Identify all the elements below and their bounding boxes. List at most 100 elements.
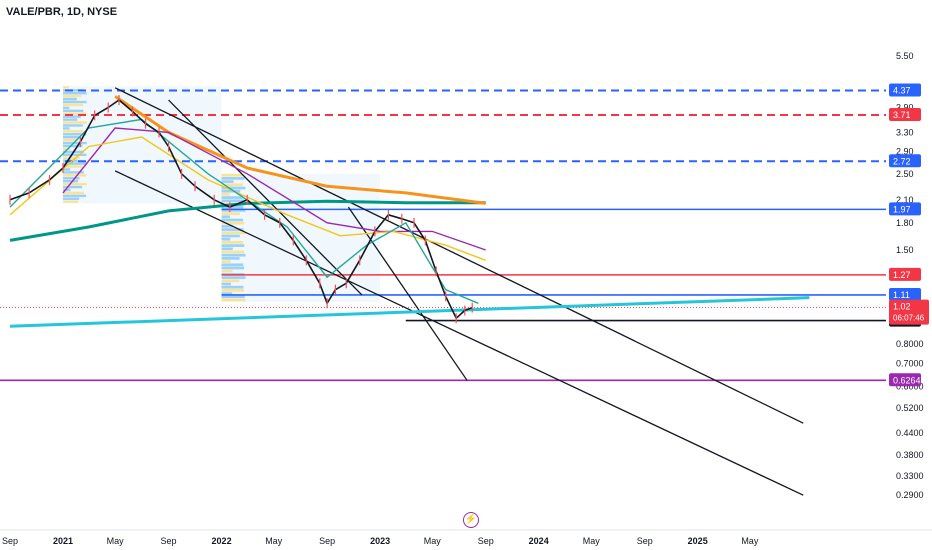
level-price-tag — [889, 83, 921, 97]
volume-profile-bar — [63, 162, 87, 165]
volume-profile-bar — [221, 298, 246, 302]
trendline[interactable] — [114, 170, 804, 496]
volume-profile-bar — [63, 177, 80, 180]
x-axis-tick-label: Sep — [478, 536, 494, 546]
volume-profile-bar — [63, 133, 87, 136]
volume-profile-bar — [221, 231, 246, 235]
y-axis-tick-label: 2.90 — [896, 147, 914, 157]
volume-profile-bar — [63, 97, 77, 101]
volume-profile-bar — [221, 250, 245, 254]
volume-profile-bar — [221, 205, 244, 209]
volume-profile-bar — [221, 244, 245, 247]
y-axis-tick-label: 0.8000 — [896, 339, 924, 349]
volume-profile-bar — [63, 89, 84, 92]
level-price-tag — [889, 373, 921, 387]
volume-profile-bar — [63, 106, 70, 110]
y-axis-tick-label: 0.2900 — [896, 490, 924, 500]
volume-profile-bar — [221, 234, 240, 238]
x-axis-tick-label: 2021 — [53, 536, 73, 546]
x-axis-tick-label: Sep — [2, 536, 18, 546]
trendline[interactable] — [114, 87, 804, 424]
volume-profile-bar — [221, 282, 231, 286]
level-price-tag — [889, 202, 921, 216]
level-price-tag — [889, 154, 921, 168]
x-axis-tick-label: May — [107, 536, 125, 546]
moving-average-line — [114, 95, 486, 205]
current-price-label: 1.02 — [893, 302, 911, 312]
volume-profile-box — [221, 173, 381, 302]
volume-profile-bar — [221, 289, 245, 292]
x-axis-tick-label: 2025 — [688, 536, 708, 546]
level-price-label: 0.6264 — [893, 375, 921, 385]
volume-profile-bar — [221, 183, 243, 187]
volume-profile-bar — [221, 212, 241, 215]
volume-profile-bar — [63, 185, 83, 189]
volume-profile-bar — [221, 285, 244, 289]
volume-profile-bar — [63, 112, 87, 115]
y-axis-tick-label: 1.80 — [896, 218, 914, 228]
trendline[interactable] — [168, 99, 363, 296]
volume-profile-bar — [221, 279, 240, 283]
volume-profile-bar — [63, 86, 69, 89]
volume-profile-bar — [221, 215, 230, 219]
volume-profile-bar — [221, 209, 246, 212]
volume-profile-bar — [63, 147, 70, 151]
volume-profile-bar — [221, 295, 245, 299]
level-price-tag — [889, 267, 921, 281]
volume-profile-bar — [221, 237, 231, 241]
volume-profile-bar — [221, 199, 245, 203]
volume-profile-bar — [63, 92, 87, 95]
volume-profile-bar — [221, 177, 245, 180]
y-axis-tick-label: 0.3800 — [896, 450, 924, 460]
x-axis-tick-label: 2022 — [212, 536, 232, 546]
volume-profile-bar — [221, 257, 240, 260]
y-axis-tick-label: 0.5200 — [896, 403, 924, 413]
y-axis-tick-label: 3.90 — [896, 102, 914, 112]
level-price-label: 4.37 — [893, 86, 911, 96]
volume-profile-bar — [221, 221, 245, 225]
y-axis-tick-label: 1.50 — [896, 245, 914, 255]
volume-profile-bar — [63, 94, 82, 98]
y-axis-tick-label: 5.50 — [896, 51, 914, 61]
volume-profile-bar — [221, 241, 244, 244]
volume-profile-bar — [221, 263, 244, 267]
volume-profile-bar — [221, 189, 241, 193]
volume-profile-bar — [63, 136, 81, 139]
volume-profile-bar — [63, 156, 80, 159]
volume-profile-bar — [63, 124, 83, 127]
volume-profile-bar — [221, 228, 244, 231]
y-axis-tick-label: 3.30 — [896, 127, 914, 137]
volume-profile-bar — [221, 218, 244, 222]
volume-profile-bar — [221, 186, 246, 190]
volume-profile-bar — [221, 292, 233, 295]
volume-profile-bar — [221, 193, 230, 196]
volume-profile-bar — [221, 253, 246, 257]
level-price-label: 1.97 — [893, 204, 911, 214]
volume-profile-bar — [63, 200, 79, 203]
countdown-label: 06:07:46 — [893, 314, 925, 323]
volume-profile-bar — [221, 196, 243, 199]
volume-profile-bar — [63, 118, 78, 121]
volume-profile-bar — [221, 269, 233, 273]
volume-profile-bar — [63, 171, 84, 174]
volume-profile-bar — [63, 179, 79, 183]
trendline[interactable] — [347, 206, 468, 381]
x-axis-tick-label: May — [424, 536, 442, 546]
x-axis-tick-label: May — [265, 536, 283, 546]
y-axis-tick-label: 2.50 — [896, 169, 914, 179]
volume-profile-bar — [221, 266, 245, 270]
trendline[interactable] — [9, 296, 810, 328]
volume-profile-bar — [63, 109, 84, 113]
level-price-label: 3.71 — [893, 110, 911, 120]
volume-profile-bar — [63, 188, 71, 192]
x-axis-tick-label: May — [583, 536, 601, 546]
lightning-logo-icon[interactable]: ⚡ — [463, 512, 479, 528]
volume-profile-bar — [63, 182, 87, 186]
x-axis-tick-label: Sep — [637, 536, 653, 546]
volume-profile-bar — [221, 180, 234, 183]
volume-profile-bar — [63, 144, 83, 148]
level-price-label: 1.27 — [893, 270, 911, 280]
y-axis-tick-label: 0.7000 — [896, 359, 924, 369]
volume-profile-bar — [63, 100, 87, 104]
